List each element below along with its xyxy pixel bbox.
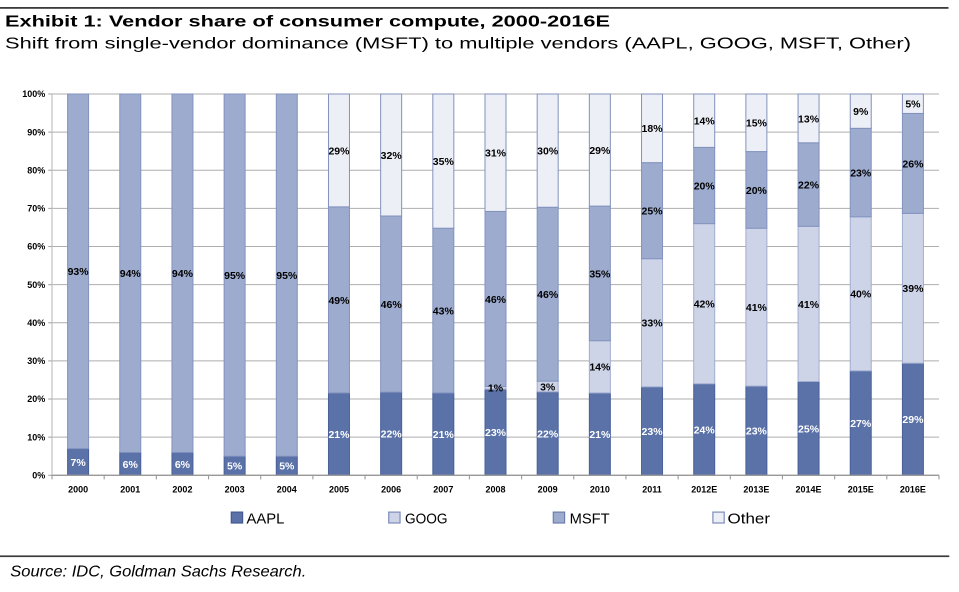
- svg-text:2010: 2010: [590, 484, 610, 494]
- svg-text:2002: 2002: [172, 484, 192, 494]
- svg-text:6%: 6%: [175, 459, 191, 471]
- svg-text:23%: 23%: [746, 426, 768, 438]
- svg-text:2005: 2005: [329, 484, 349, 494]
- svg-text:2003: 2003: [225, 484, 245, 494]
- svg-text:40%: 40%: [850, 289, 872, 301]
- svg-text:23%: 23%: [485, 427, 507, 439]
- svg-text:GOOG: GOOG: [405, 511, 448, 528]
- svg-text:31%: 31%: [485, 148, 507, 160]
- svg-text:2007: 2007: [433, 484, 453, 494]
- svg-text:15%: 15%: [746, 118, 768, 130]
- svg-text:40%: 40%: [27, 318, 45, 328]
- svg-text:14%: 14%: [589, 362, 611, 374]
- svg-text:94%: 94%: [172, 268, 194, 280]
- svg-text:39%: 39%: [902, 283, 924, 295]
- svg-text:2008: 2008: [485, 484, 505, 494]
- svg-text:22%: 22%: [798, 179, 820, 191]
- svg-text:29%: 29%: [589, 145, 611, 157]
- svg-text:80%: 80%: [27, 165, 45, 175]
- svg-text:93%: 93%: [68, 266, 90, 278]
- svg-text:20%: 20%: [27, 394, 45, 404]
- svg-text:23%: 23%: [850, 167, 872, 179]
- svg-text:6%: 6%: [123, 459, 139, 471]
- svg-text:2001: 2001: [120, 484, 140, 494]
- svg-text:20%: 20%: [746, 185, 768, 197]
- svg-text:32%: 32%: [381, 150, 403, 162]
- svg-text:23%: 23%: [642, 426, 664, 438]
- svg-text:9%: 9%: [853, 106, 869, 118]
- svg-text:60%: 60%: [27, 242, 45, 252]
- svg-text:25%: 25%: [642, 206, 664, 218]
- svg-text:Shift from single-vendor domin: Shift from single-vendor dominance (MSFT…: [5, 35, 911, 52]
- svg-text:13%: 13%: [798, 113, 820, 125]
- svg-text:26%: 26%: [902, 158, 924, 170]
- svg-text:41%: 41%: [746, 302, 768, 314]
- svg-text:27%: 27%: [850, 418, 872, 430]
- svg-text:5%: 5%: [279, 461, 295, 473]
- svg-text:33%: 33%: [642, 318, 664, 330]
- svg-text:49%: 49%: [328, 295, 350, 307]
- svg-text:100%: 100%: [22, 89, 45, 99]
- svg-text:90%: 90%: [27, 127, 45, 137]
- svg-text:1%: 1%: [488, 383, 504, 395]
- svg-text:30%: 30%: [537, 146, 559, 158]
- svg-text:21%: 21%: [589, 429, 611, 441]
- svg-text:MSFT: MSFT: [570, 511, 610, 528]
- svg-text:2009: 2009: [538, 484, 558, 494]
- svg-text:0%: 0%: [32, 471, 45, 481]
- svg-text:35%: 35%: [589, 268, 611, 280]
- svg-text:2000: 2000: [68, 484, 88, 494]
- svg-text:43%: 43%: [433, 305, 455, 317]
- svg-text:Other: Other: [728, 511, 771, 528]
- svg-text:14%: 14%: [694, 116, 716, 128]
- svg-text:3%: 3%: [540, 381, 556, 393]
- svg-text:94%: 94%: [120, 268, 142, 280]
- svg-text:25%: 25%: [798, 423, 820, 435]
- svg-text:29%: 29%: [328, 145, 350, 157]
- svg-text:21%: 21%: [433, 429, 455, 441]
- svg-text:30%: 30%: [27, 356, 45, 366]
- svg-text:46%: 46%: [485, 294, 507, 306]
- svg-text:18%: 18%: [642, 123, 664, 135]
- svg-text:5%: 5%: [227, 461, 243, 473]
- svg-text:2015E: 2015E: [848, 484, 874, 494]
- svg-text:42%: 42%: [694, 299, 716, 311]
- svg-text:7%: 7%: [70, 457, 86, 469]
- svg-text:10%: 10%: [27, 432, 45, 442]
- svg-text:20%: 20%: [694, 180, 716, 192]
- svg-text:95%: 95%: [224, 270, 246, 282]
- svg-text:2011: 2011: [642, 484, 662, 494]
- svg-text:41%: 41%: [798, 299, 820, 311]
- svg-text:22%: 22%: [381, 429, 403, 441]
- svg-text:35%: 35%: [433, 156, 455, 168]
- svg-text:2016E: 2016E: [900, 484, 926, 494]
- svg-text:AAPL: AAPL: [247, 511, 285, 528]
- svg-text:5%: 5%: [905, 99, 921, 111]
- svg-text:22%: 22%: [537, 428, 559, 440]
- svg-text:46%: 46%: [381, 299, 403, 311]
- svg-text:2006: 2006: [381, 484, 401, 494]
- svg-text:70%: 70%: [27, 204, 45, 214]
- svg-text:2004: 2004: [277, 484, 297, 494]
- svg-text:2014E: 2014E: [796, 484, 822, 494]
- svg-text:46%: 46%: [537, 289, 559, 301]
- svg-text:21%: 21%: [328, 429, 350, 441]
- svg-text:24%: 24%: [694, 424, 716, 436]
- svg-text:2012E: 2012E: [691, 484, 717, 494]
- svg-text:2013E: 2013E: [743, 484, 769, 494]
- svg-text:29%: 29%: [902, 414, 924, 426]
- svg-text:50%: 50%: [27, 280, 45, 290]
- svg-text:95%: 95%: [276, 270, 298, 282]
- svg-text:Exhibit 1: Vendor share of con: Exhibit 1: Vendor share of consumer comp…: [5, 14, 610, 31]
- svg-text:Source: IDC, Goldman Sachs Res: Source: IDC, Goldman Sachs Research.: [10, 563, 306, 580]
